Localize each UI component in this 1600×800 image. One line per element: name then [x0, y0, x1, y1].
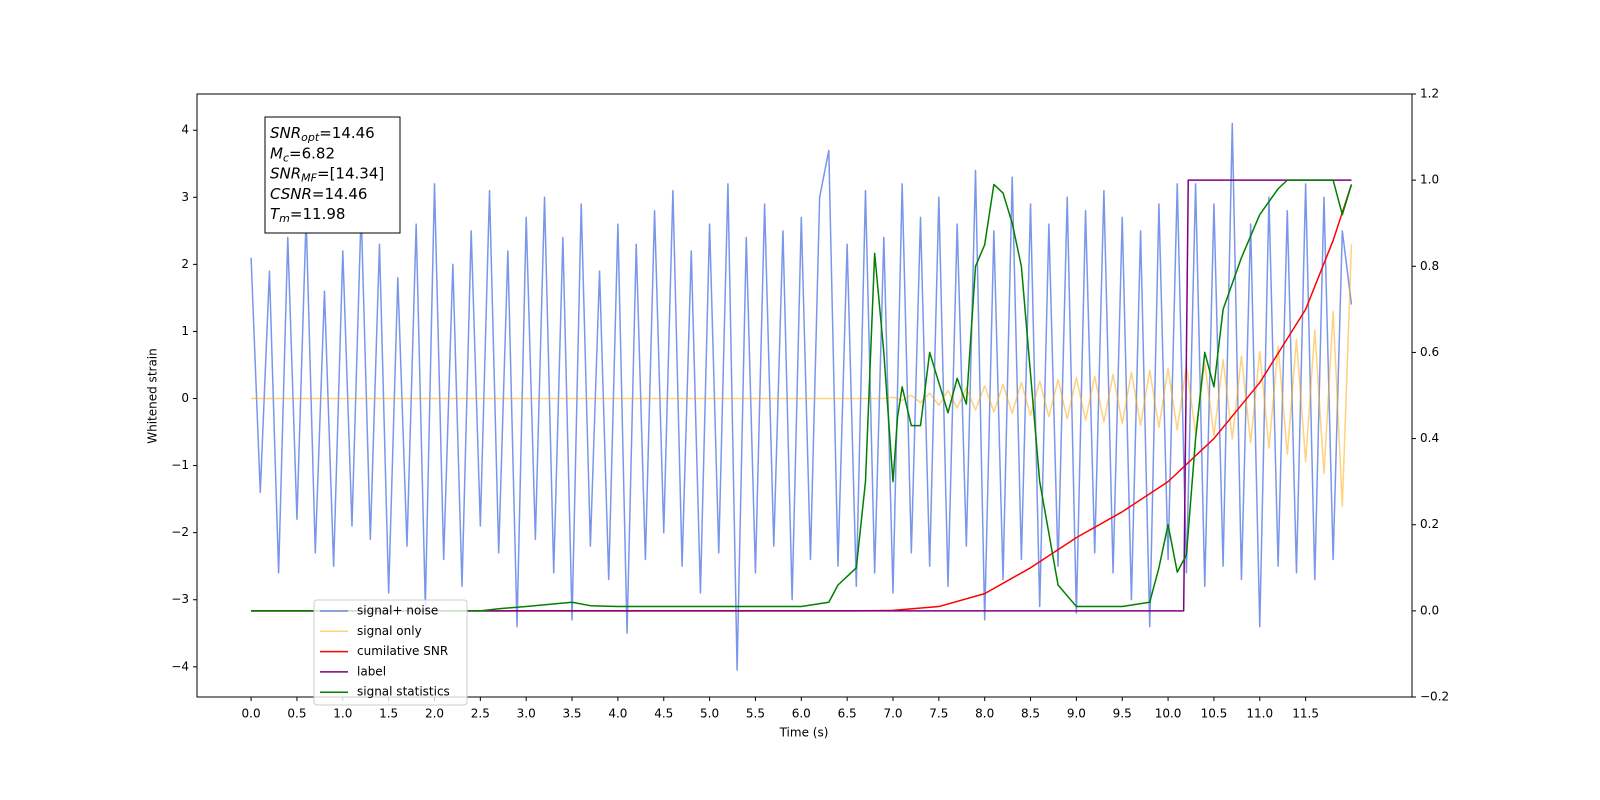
plot-layer	[250, 122, 1353, 671]
annotation-name: SNR	[270, 124, 301, 142]
x-tick-label: 4.5	[654, 707, 673, 721]
y2-tick-label: 0.6	[1420, 345, 1439, 359]
annotation-text: =14.46	[312, 185, 368, 203]
annotation-text: =6.82	[289, 144, 335, 162]
series-line	[250, 122, 1353, 671]
annotation: Tm=11.98	[270, 205, 345, 225]
x-tick-label: 7.5	[929, 707, 948, 721]
annotation-text: =[14.34]	[317, 165, 384, 183]
y-tick-label: −2	[171, 525, 189, 539]
x-tick-label: 10.5	[1201, 707, 1228, 721]
y-tick-label: 1	[181, 324, 189, 338]
series-line	[251, 179, 1352, 612]
x-tick-label: 11.5	[1292, 707, 1319, 721]
annotation-sub: c	[283, 151, 289, 164]
y2-tick-label: 0.8	[1420, 259, 1439, 273]
annotation-text: =11.98	[290, 205, 346, 223]
annotation-name: CSNR	[270, 185, 312, 203]
legend-label: label	[357, 664, 386, 678]
annotation-sub: MF	[301, 172, 317, 185]
x-tick-label: 8.0	[975, 707, 994, 721]
legend-box	[313, 599, 468, 706]
annotation: SNRopt=14.46	[270, 124, 375, 144]
annotation-name: SNR	[270, 165, 301, 183]
y-tick-label: 2	[181, 257, 189, 271]
legend-label: signal only	[357, 624, 422, 638]
annotation-text: =14.46	[319, 124, 375, 142]
x-tick-label: 5.5	[746, 707, 765, 721]
x-tick-label: 6.5	[838, 707, 857, 721]
y-tick-label: 0	[181, 391, 189, 405]
y2-tick-label: 0.4	[1420, 431, 1439, 445]
x-tick-label: 9.0	[1067, 707, 1086, 721]
y-tick-label: −4	[171, 659, 189, 673]
y-tick-label: 4	[181, 123, 189, 137]
legend-label: signal+ noise	[357, 604, 438, 618]
annotation-sub: opt	[301, 131, 320, 144]
legend-label: signal statistics	[357, 685, 450, 699]
series-line	[251, 184, 1353, 612]
y-tick-label: −3	[171, 592, 189, 606]
y2-tick-label: 0.0	[1420, 603, 1439, 617]
y2-tick-label: −0.2	[1420, 690, 1449, 704]
y2-tick-label: 1.2	[1420, 87, 1439, 101]
annotation-sub: m	[279, 212, 290, 225]
x-tick-label: 7.0	[883, 707, 902, 721]
annotation-box	[264, 116, 401, 234]
y-tick-label: 3	[181, 190, 189, 204]
annotation: CSNR=14.46	[270, 185, 367, 203]
annotation-name: M	[270, 144, 283, 162]
annotation: Mc=6.82	[270, 144, 335, 164]
x-tick-label: 5.0	[700, 707, 719, 721]
annotation: SNRMF=[14.34]	[270, 165, 384, 185]
x-tick-label: 8.5	[1021, 707, 1040, 721]
x-tick-label: 3.5	[562, 707, 581, 721]
x-tick-label: 0.0	[242, 707, 261, 721]
x-axis-label: Time (s)	[779, 726, 829, 740]
axes-frame	[196, 93, 1413, 698]
series-line	[251, 179, 1353, 612]
x-tick-label: 4.0	[608, 707, 627, 721]
y2-tick-label: 0.2	[1420, 517, 1439, 531]
x-tick-label: 9.5	[1113, 707, 1132, 721]
x-tick-label: 1.5	[379, 707, 398, 721]
x-tick-label: 1.0	[333, 707, 352, 721]
x-tick-label: 10.0	[1155, 707, 1182, 721]
x-tick-label: 2.5	[471, 707, 490, 721]
legend-label: cumilative SNR	[357, 644, 448, 658]
x-tick-label: 0.5	[287, 707, 306, 721]
y-axis-label: Whitened strain	[146, 348, 160, 444]
x-tick-label: 2.0	[425, 707, 444, 721]
y-tick-label: −1	[171, 458, 189, 472]
x-tick-label: 6.0	[792, 707, 811, 721]
x-tick-label: 11.0	[1246, 707, 1273, 721]
x-tick-label: 3.0	[517, 707, 536, 721]
annotation-name: T	[270, 205, 281, 223]
y2-tick-label: 1.0	[1420, 173, 1439, 187]
series-line	[251, 244, 1353, 507]
